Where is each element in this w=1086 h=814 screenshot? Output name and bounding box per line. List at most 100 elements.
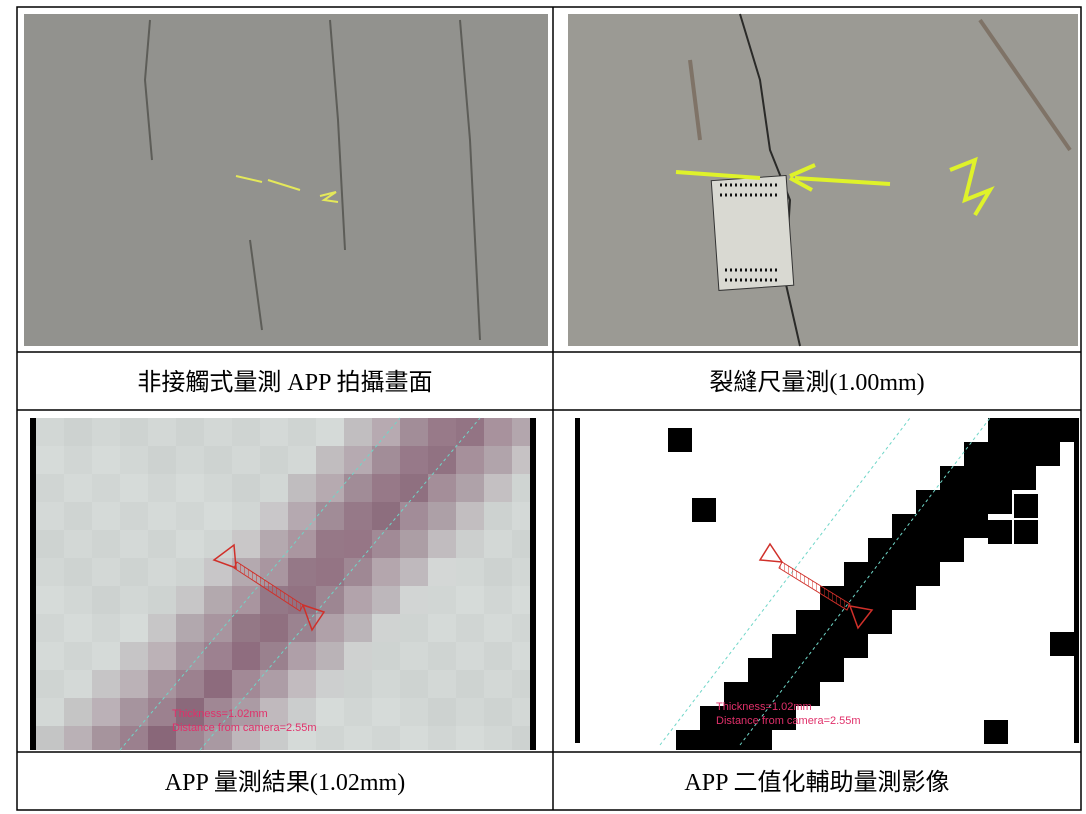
pixel [344, 698, 372, 726]
pixel [940, 514, 964, 538]
pixel [400, 670, 428, 698]
pixel [1050, 632, 1074, 656]
pixel [868, 562, 892, 586]
pixel [372, 586, 400, 614]
pixel [372, 418, 400, 446]
pixel [288, 558, 316, 586]
pixel [456, 698, 484, 726]
pixel [484, 418, 512, 446]
pixel [484, 614, 512, 642]
pixel [400, 502, 428, 530]
pixel [400, 446, 428, 474]
pixel [988, 442, 1012, 466]
pixel [64, 670, 92, 698]
caption: APP 二值化輔助量測影像 [684, 769, 949, 796]
pixel [372, 530, 400, 558]
pixel [204, 530, 232, 558]
pixel [1012, 418, 1036, 442]
pixel [1012, 466, 1036, 490]
pixel [484, 642, 512, 670]
frame-bar [575, 418, 580, 743]
pixel [64, 530, 92, 558]
pixel [92, 502, 120, 530]
pixel [120, 446, 148, 474]
pixel [36, 726, 64, 754]
pixel [36, 418, 64, 446]
pixel [64, 474, 92, 502]
pixel [400, 530, 428, 558]
pixel [372, 670, 400, 698]
pixel [260, 502, 288, 530]
pixel [988, 418, 1012, 442]
pixel [204, 418, 232, 446]
pixel [1012, 442, 1036, 466]
pixel [176, 614, 204, 642]
pixel [260, 418, 288, 446]
pixel [1036, 418, 1060, 442]
pixel [260, 446, 288, 474]
pixel [316, 670, 344, 698]
frame-bar [30, 418, 36, 750]
pixel [120, 530, 148, 558]
pixel [316, 586, 344, 614]
pixel [232, 614, 260, 642]
pixel [868, 586, 892, 610]
app-result-image [36, 418, 540, 754]
caption: 非接觸式量測 APP 拍攝畫面 [137, 369, 432, 396]
pixel [428, 530, 456, 558]
pixel [64, 586, 92, 614]
pixel [176, 642, 204, 670]
pixel [176, 446, 204, 474]
pixel [484, 502, 512, 530]
pixel [344, 418, 372, 446]
pixel [176, 418, 204, 446]
pixel [940, 466, 964, 490]
pixel [92, 670, 120, 698]
pixel [484, 726, 512, 754]
pixel [748, 730, 772, 754]
pixel [820, 634, 844, 658]
pixel [372, 642, 400, 670]
pixel [400, 614, 428, 642]
pixel [892, 514, 916, 538]
pixel [288, 474, 316, 502]
pixel [1014, 520, 1038, 544]
pixel [260, 670, 288, 698]
pixel [120, 474, 148, 502]
pixel [456, 502, 484, 530]
pixel [260, 642, 288, 670]
pixel [400, 726, 428, 754]
pixel [92, 726, 120, 754]
caption: APP 量測結果(1.02mm) [165, 769, 405, 796]
pixel [916, 538, 940, 562]
pixel [676, 730, 700, 754]
pixel [120, 418, 148, 446]
pixel [456, 726, 484, 754]
pixel [372, 726, 400, 754]
pixel [456, 586, 484, 614]
pixel [984, 720, 1008, 744]
pixel [428, 558, 456, 586]
pixel [484, 698, 512, 726]
pixel [916, 562, 940, 586]
pixel [428, 586, 456, 614]
pixel [36, 530, 64, 558]
page: {"figures": [ {"caption": "非接觸式量測 APP 拍攝… [0, 0, 1086, 814]
pixel [964, 466, 988, 490]
pixel [92, 614, 120, 642]
pixel [456, 614, 484, 642]
pixel [892, 562, 916, 586]
pixel [316, 418, 344, 446]
pixel [120, 586, 148, 614]
pixel [176, 474, 204, 502]
figure-table: Thickness=1.02mm Distance from camera=2.… [0, 0, 1086, 814]
caption: 裂縫尺量測(1.00mm) [709, 369, 924, 396]
pixel [428, 698, 456, 726]
pixel [92, 446, 120, 474]
pixel [820, 610, 844, 634]
pixel [148, 418, 176, 446]
pixel [260, 614, 288, 642]
pixel [92, 586, 120, 614]
pixel [204, 502, 232, 530]
pixel [148, 642, 176, 670]
